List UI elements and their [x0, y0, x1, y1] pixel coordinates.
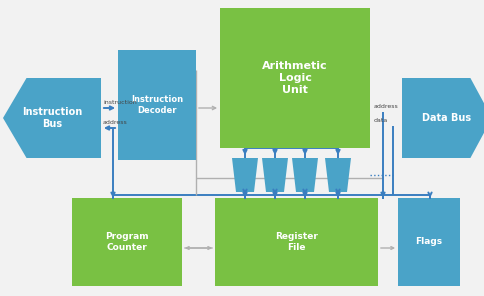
- Polygon shape: [325, 158, 351, 192]
- Text: Instruction
Bus: Instruction Bus: [22, 107, 82, 129]
- Text: Instruction
Decoder: Instruction Decoder: [131, 95, 183, 115]
- FancyBboxPatch shape: [72, 198, 182, 286]
- Text: Program
Counter: Program Counter: [105, 232, 149, 252]
- Text: address: address: [374, 104, 399, 109]
- Text: Register
File: Register File: [275, 232, 318, 252]
- Text: Flags: Flags: [415, 237, 442, 247]
- Polygon shape: [3, 78, 101, 158]
- FancyBboxPatch shape: [220, 8, 370, 148]
- Polygon shape: [262, 158, 288, 192]
- FancyBboxPatch shape: [118, 50, 196, 160]
- Polygon shape: [292, 158, 318, 192]
- Text: Data Bus: Data Bus: [423, 113, 471, 123]
- FancyBboxPatch shape: [215, 198, 378, 286]
- Polygon shape: [232, 158, 258, 192]
- Polygon shape: [402, 78, 484, 158]
- Text: address: address: [103, 120, 128, 125]
- Text: instruction: instruction: [103, 100, 137, 105]
- Text: data: data: [374, 118, 388, 123]
- FancyBboxPatch shape: [398, 198, 460, 286]
- Text: Arithmetic
Logic
Unit: Arithmetic Logic Unit: [262, 61, 328, 95]
